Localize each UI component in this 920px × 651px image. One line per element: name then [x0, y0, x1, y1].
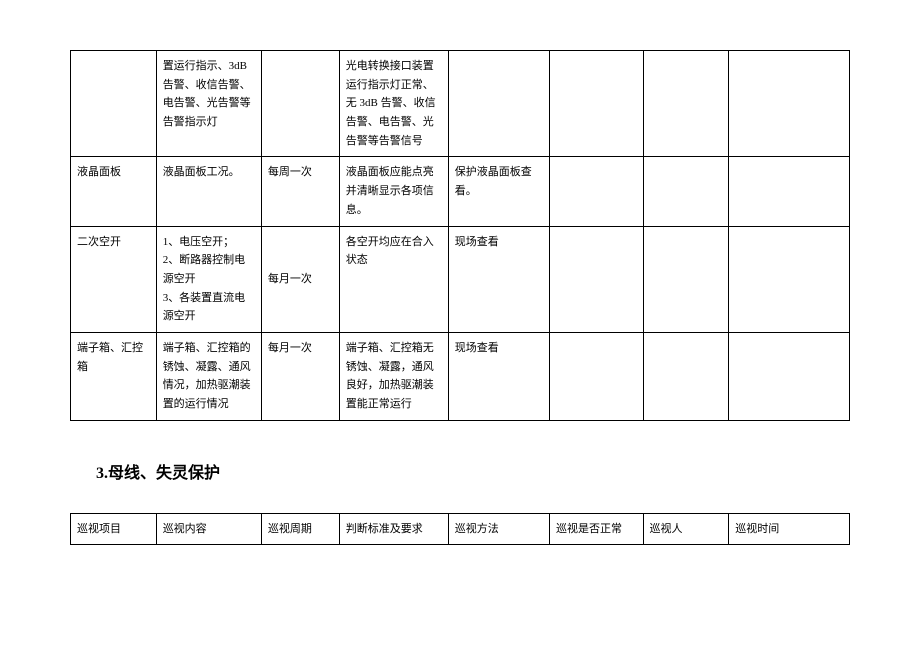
inspection-table-continued: 置运行指示、3dB告警、收信告警、电告警、光告警等告警指示灯光电转换接口装置运行… — [70, 50, 850, 421]
table-row: 置运行指示、3dB告警、收信告警、电告警、光告警等告警指示灯光电转换接口装置运行… — [71, 51, 850, 157]
table-cell: 液晶面板工况。 — [156, 157, 261, 226]
table-cell — [550, 332, 643, 420]
table-row: 液晶面板液晶面板工况。每周一次液晶面板应能点亮并清晰显示各项信息。保护液晶面板查… — [71, 157, 850, 226]
table-cell — [729, 332, 850, 420]
table-header-cell: 巡视方法 — [448, 513, 549, 545]
table-row: 二次空开1、电压空开；2、断路器控制电源空开3、各装置直流电源空开每月一次各空开… — [71, 226, 850, 332]
inspection-table-header: 巡视项目巡视内容巡视周期判断标准及要求巡视方法巡视是否正常巡视人巡视时间 — [70, 513, 850, 546]
table-cell: 保护液晶面板查看。 — [448, 157, 549, 226]
table-header-cell: 巡视内容 — [156, 513, 261, 545]
table-cell — [729, 51, 850, 157]
table-cell: 现场查看 — [448, 332, 549, 420]
table-header-cell: 巡视是否正常 — [550, 513, 643, 545]
table-cell — [71, 51, 157, 157]
table-cell — [643, 332, 729, 420]
table-cell: 各空开均应在合入状态 — [339, 226, 448, 332]
table-row: 端子箱、汇控箱端子箱、汇控箱的锈蚀、凝露、通风情况，加热驱潮装置的运行情况每月一… — [71, 332, 850, 420]
section-heading: 3.母线、失灵保护 — [96, 459, 850, 483]
table-cell: 1、电压空开；2、断路器控制电源空开3、各装置直流电源空开 — [156, 226, 261, 332]
table-cell — [729, 157, 850, 226]
table-header-cell: 巡视周期 — [261, 513, 339, 545]
table-cell: 端子箱、汇控箱的锈蚀、凝露、通风情况，加热驱潮装置的运行情况 — [156, 332, 261, 420]
table-cell: 置运行指示、3dB告警、收信告警、电告警、光告警等告警指示灯 — [156, 51, 261, 157]
table-cell — [550, 51, 643, 157]
table-cell: 每月一次 — [261, 332, 339, 420]
table-cell — [729, 226, 850, 332]
table-cell: 液晶面板应能点亮并清晰显示各项信息。 — [339, 157, 448, 226]
table-cell: 每周一次 — [261, 157, 339, 226]
table-cell: 端子箱、汇控箱无锈蚀、凝露，通风良好，加热驱潮装置能正常运行 — [339, 332, 448, 420]
table-cell — [550, 226, 643, 332]
table-cell — [643, 157, 729, 226]
table-header-cell: 巡视项目 — [71, 513, 157, 545]
table-cell — [550, 157, 643, 226]
table-header-cell: 巡视人 — [643, 513, 729, 545]
table-cell: 光电转换接口装置运行指示灯正常、无 3dB 告警、收信告警、电告警、光告警等告警… — [339, 51, 448, 157]
table-cell: 二次空开 — [71, 226, 157, 332]
table-row: 巡视项目巡视内容巡视周期判断标准及要求巡视方法巡视是否正常巡视人巡视时间 — [71, 513, 850, 545]
table-cell — [448, 51, 549, 157]
table-cell: 现场查看 — [448, 226, 549, 332]
table-header-cell: 巡视时间 — [729, 513, 850, 545]
table-cell: 液晶面板 — [71, 157, 157, 226]
table-cell — [643, 226, 729, 332]
table-cell — [643, 51, 729, 157]
table-cell — [261, 51, 339, 157]
table-header-cell: 判断标准及要求 — [339, 513, 448, 545]
table-cell: 每月一次 — [261, 226, 339, 332]
table-cell: 端子箱、汇控箱 — [71, 332, 157, 420]
